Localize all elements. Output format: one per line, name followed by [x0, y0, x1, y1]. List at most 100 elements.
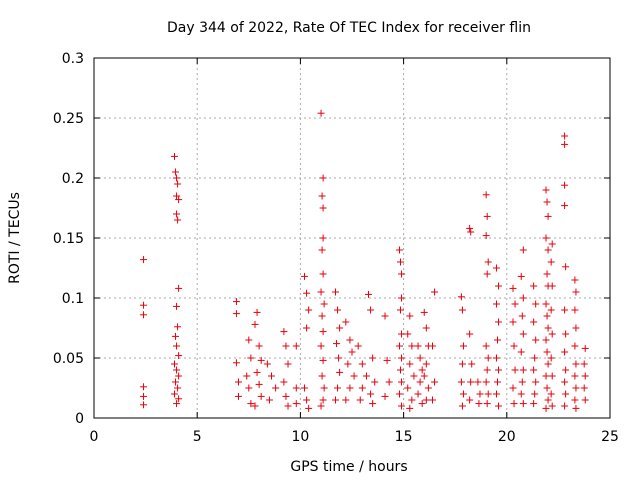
data-point — [530, 366, 538, 374]
y-tick-label: 0.1 — [62, 291, 84, 307]
data-points — [140, 109, 589, 412]
data-point — [397, 366, 405, 374]
data-point — [358, 360, 366, 368]
data-point — [305, 306, 313, 314]
data-point — [319, 328, 327, 336]
data-point — [408, 396, 416, 404]
data-point — [173, 400, 181, 408]
data-point — [571, 306, 579, 314]
data-point — [581, 396, 589, 404]
data-point — [334, 306, 342, 314]
data-point — [581, 372, 589, 380]
data-point — [468, 360, 476, 368]
data-point — [397, 306, 405, 314]
data-point — [257, 392, 265, 400]
data-point — [544, 396, 552, 404]
data-point — [385, 378, 393, 386]
y-tick-label: 0.2 — [62, 171, 84, 187]
data-point — [457, 378, 465, 386]
data-point — [140, 401, 148, 409]
data-point — [336, 368, 344, 376]
x-tick-label: 15 — [395, 429, 413, 445]
x-tick-label: 5 — [193, 429, 202, 445]
data-point — [572, 404, 580, 412]
x-axis-label: GPS time / hours — [290, 459, 407, 475]
data-point — [331, 288, 339, 296]
data-point — [495, 366, 503, 374]
data-point — [174, 323, 182, 331]
data-point — [542, 336, 550, 344]
data-point — [243, 372, 251, 380]
data-point — [170, 152, 178, 160]
data-point — [369, 354, 377, 362]
data-point — [542, 186, 550, 194]
data-point — [509, 318, 517, 326]
data-point — [482, 232, 490, 240]
data-point — [381, 312, 389, 320]
data-point — [519, 330, 527, 338]
data-point — [474, 378, 482, 386]
data-point — [492, 354, 500, 362]
data-point — [245, 336, 253, 344]
data-point — [398, 294, 406, 302]
data-point — [333, 340, 341, 348]
data-point — [542, 234, 550, 242]
data-point — [544, 246, 552, 254]
data-point — [494, 336, 502, 344]
data-point — [319, 396, 327, 404]
data-point — [398, 270, 406, 278]
data-point — [170, 390, 178, 398]
data-point — [517, 390, 525, 398]
data-point — [562, 366, 570, 374]
data-point — [317, 402, 325, 410]
data-point — [483, 366, 491, 374]
data-point — [301, 384, 309, 392]
data-point — [494, 378, 502, 386]
data-point — [174, 384, 182, 392]
data-point — [542, 372, 550, 380]
data-point — [418, 400, 426, 408]
data-point — [140, 383, 148, 391]
data-point — [354, 342, 362, 350]
data-point — [422, 360, 430, 368]
x-axis-ticks: 0 5 10 15 20 25 — [90, 58, 619, 445]
data-point — [282, 342, 290, 350]
data-point — [404, 384, 412, 392]
data-point — [348, 348, 356, 356]
data-point — [571, 372, 579, 380]
data-point — [173, 174, 181, 182]
data-point — [544, 360, 552, 368]
data-point — [548, 240, 556, 248]
data-point — [398, 330, 406, 338]
data-point — [467, 378, 475, 386]
data-point — [344, 360, 352, 368]
data-point — [431, 378, 439, 386]
data-point — [408, 342, 416, 350]
data-point — [511, 366, 519, 374]
data-point — [263, 360, 271, 368]
data-point — [532, 378, 540, 386]
data-point — [318, 372, 326, 380]
data-point — [398, 402, 406, 410]
data-point — [292, 342, 300, 350]
data-point — [519, 294, 527, 302]
data-point — [292, 384, 300, 392]
data-point — [414, 342, 422, 350]
data-point — [174, 180, 182, 188]
data-point — [416, 354, 424, 362]
data-point — [459, 390, 467, 398]
data-point — [175, 196, 183, 204]
data-point — [320, 384, 328, 392]
data-point — [495, 318, 503, 326]
data-point — [418, 366, 426, 374]
data-point — [458, 360, 466, 368]
data-point — [371, 378, 379, 386]
data-point — [398, 354, 406, 362]
data-point — [272, 384, 280, 392]
data-point — [544, 212, 552, 220]
data-point — [482, 378, 490, 386]
data-point — [175, 395, 183, 403]
data-point — [476, 390, 484, 398]
data-point — [511, 300, 519, 308]
y-tick-label: 0.25 — [53, 111, 84, 127]
